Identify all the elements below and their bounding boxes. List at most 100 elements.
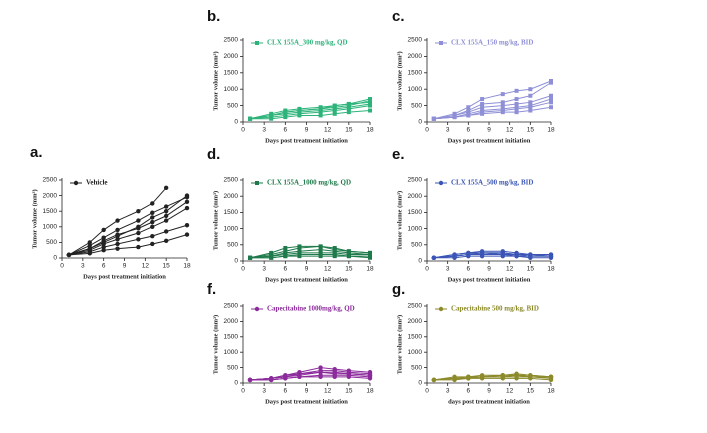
y-tick-label: 2000 xyxy=(408,193,423,200)
legend-marker xyxy=(255,41,259,45)
x-axis-label: Days post treatment initiation xyxy=(83,273,166,280)
series-line xyxy=(433,255,551,259)
marker xyxy=(332,371,337,376)
marker xyxy=(163,229,169,234)
x-tick-label: 0 xyxy=(425,266,429,273)
marker xyxy=(115,218,120,223)
marker xyxy=(318,244,323,249)
marker xyxy=(150,241,155,247)
marker xyxy=(514,106,519,111)
series-line xyxy=(433,377,552,381)
marker xyxy=(346,371,352,376)
legend-label: CLX 155A_300 mg/kg, QD xyxy=(267,39,348,47)
marker xyxy=(115,237,120,242)
marker xyxy=(184,205,190,211)
legend-label: CLX 155A_500 mg/kg, BID xyxy=(451,179,533,187)
marker xyxy=(466,113,471,118)
x-tick-label: 3 xyxy=(262,266,266,273)
y-tick-label: 2500 xyxy=(408,177,423,184)
marker xyxy=(66,252,72,258)
marker xyxy=(318,106,323,111)
x-tick-label: 15 xyxy=(345,266,353,273)
x-tick-label: 3 xyxy=(262,388,266,395)
marker xyxy=(367,373,373,378)
x-tick-label: 6 xyxy=(284,388,288,395)
marker xyxy=(332,106,337,111)
legend-label: Capecitabine 1000mg/kg, QD xyxy=(267,305,355,313)
marker xyxy=(514,88,519,93)
marker xyxy=(297,113,302,118)
y-tick-label: 2500 xyxy=(224,37,239,44)
x-axis-label: Days post treatment initiation xyxy=(265,276,348,283)
marker xyxy=(479,250,485,256)
legend-label: Vehicle xyxy=(86,179,108,187)
marker xyxy=(269,377,274,383)
legend-marker xyxy=(438,306,444,312)
marker xyxy=(528,100,533,105)
y-axis-label: Tumor volume (mm³) xyxy=(212,51,219,110)
series-line xyxy=(433,374,551,381)
marker xyxy=(136,209,141,214)
marker xyxy=(528,253,533,259)
marker xyxy=(332,247,337,252)
y-tick-label: 1000 xyxy=(43,224,58,231)
marker xyxy=(332,374,337,380)
marker xyxy=(500,252,505,257)
marker xyxy=(163,218,169,223)
x-tick-label: 18 xyxy=(366,388,374,395)
marker xyxy=(549,100,553,105)
y-axis-label: Tumor volume (mm³) xyxy=(212,315,219,374)
marker xyxy=(318,370,323,375)
marker xyxy=(528,374,533,380)
x-tick-label: 9 xyxy=(487,127,491,134)
marker xyxy=(283,254,288,259)
marker xyxy=(150,233,155,239)
marker xyxy=(346,105,351,110)
marker xyxy=(101,241,106,247)
marker xyxy=(367,376,373,381)
marker xyxy=(548,377,554,383)
x-tick-label: 15 xyxy=(163,263,171,270)
x-tick-label: 6 xyxy=(467,266,471,273)
x-axis-label: Days post treatment initiation xyxy=(448,276,531,283)
marker xyxy=(163,238,169,244)
panel: d. 0 500 1000 1500 2000 2500 0 3 6 9 12 15 18 Days pos… xyxy=(207,146,374,284)
y-tick-label: 2500 xyxy=(408,37,423,44)
marker xyxy=(150,201,155,206)
y-tick-label: 500 xyxy=(411,242,422,249)
y-tick-label: 0 xyxy=(234,119,238,126)
marker xyxy=(368,255,372,260)
marker xyxy=(514,110,519,115)
panel-label: d. xyxy=(207,146,220,163)
panel-label: b. xyxy=(207,8,220,25)
y-tick-label: 2500 xyxy=(43,177,58,184)
series-line xyxy=(249,245,371,259)
y-tick-label: 2500 xyxy=(224,177,239,184)
y-axis-label: Tumor volume (mm³) xyxy=(396,315,403,374)
marker xyxy=(346,249,351,254)
x-tick-label: 6 xyxy=(467,127,471,134)
y-axis-label: Tumor volume (mm³) xyxy=(396,51,403,110)
y-tick-label: 500 xyxy=(46,239,57,246)
marker xyxy=(163,185,169,190)
panel-label: e. xyxy=(392,146,405,163)
marker xyxy=(283,376,288,381)
marker xyxy=(431,116,436,121)
x-tick-label: 18 xyxy=(547,266,555,273)
marker xyxy=(500,100,505,105)
marker xyxy=(452,115,457,120)
x-tick-label: 18 xyxy=(366,266,374,273)
marker xyxy=(248,116,253,121)
marker xyxy=(136,218,141,223)
x-tick-label: 9 xyxy=(123,263,127,270)
series-line xyxy=(433,252,551,259)
marker xyxy=(297,374,302,380)
marker xyxy=(514,252,519,257)
y-tick-label: 2000 xyxy=(408,53,423,60)
marker xyxy=(452,253,457,259)
y-tick-label: 1000 xyxy=(224,86,239,93)
y-tick-label: 500 xyxy=(411,102,422,109)
series-line xyxy=(433,95,552,120)
marker xyxy=(101,248,106,253)
marker xyxy=(466,376,471,381)
